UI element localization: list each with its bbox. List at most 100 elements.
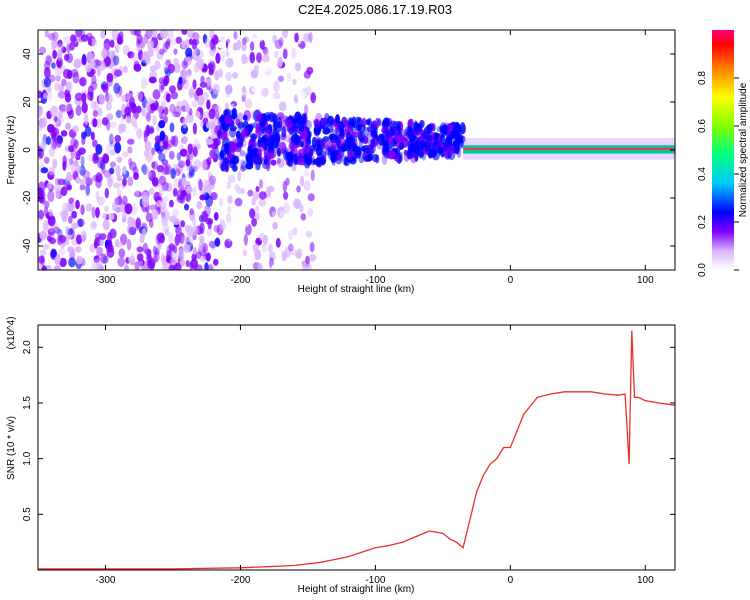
spectrogram-cell — [148, 187, 155, 195]
spectrogram-cell — [331, 149, 339, 156]
spectrogram-cell — [281, 250, 287, 262]
spectrogram-cell — [294, 111, 302, 123]
spectrogram-cell — [160, 253, 166, 263]
spectrogram-cell — [243, 128, 249, 139]
spectrogram-cell — [44, 30, 49, 38]
spectrogram-cell — [292, 227, 298, 236]
spectrogram-cell — [212, 36, 218, 46]
spectrogram-cell — [432, 143, 437, 151]
spectrogram-cell — [258, 232, 265, 242]
spectrogram-cell — [218, 68, 223, 78]
spectrogram-cell — [73, 60, 81, 69]
spectrogram-cell — [80, 230, 87, 242]
spectrogram-cell — [78, 218, 83, 228]
spectrogram-cell — [48, 225, 56, 233]
colorbar-tick-label: 0.4 — [697, 167, 708, 181]
spectrogram-cell — [381, 148, 387, 156]
spectrogram-cell — [310, 92, 316, 104]
spectrogram-cell — [127, 146, 133, 154]
spectrogram-cell — [159, 30, 168, 39]
colorbar-tick-label: 0.2 — [697, 215, 708, 229]
spectrogram-cell — [117, 123, 124, 134]
spectrogram-cell — [440, 151, 445, 158]
spectrogram-cell — [42, 92, 48, 100]
spectrogram-cell — [454, 144, 460, 155]
spectrogram-cell — [188, 86, 195, 96]
spectrogram-cell — [135, 217, 142, 229]
spectrogram-cell — [80, 30, 86, 38]
spectrogram-cell — [247, 145, 252, 153]
spectrogram-cell — [178, 76, 183, 85]
colorbar-label: Normalized spectral amplitude — [738, 82, 749, 217]
spectrogram-cell — [177, 160, 186, 168]
spectrogram-cell — [111, 30, 119, 40]
spectrogram-cell — [71, 143, 77, 153]
spectrogram-cell — [62, 209, 69, 219]
spectrogram-cell — [57, 49, 63, 59]
spectrogram-y-tick-label: 40 — [22, 48, 33, 60]
spectrogram-cell — [189, 208, 195, 216]
spectrogram-cell — [142, 242, 149, 253]
spectrogram-cell — [52, 59, 58, 72]
spectrogram-cell — [182, 117, 188, 129]
spectrogram-cell — [162, 205, 168, 215]
spectrogram-cell — [165, 93, 171, 103]
spectrogram-x-tick-label: 0 — [508, 275, 514, 286]
spectrogram-cell — [90, 100, 97, 110]
spectrogram-cell — [364, 147, 372, 154]
spectrogram-cell — [251, 86, 259, 94]
spectrogram-cell — [174, 105, 182, 118]
spectrogram-cell — [168, 264, 176, 270]
spectrogram-cell — [106, 143, 112, 155]
spectrogram-cell — [257, 78, 266, 90]
spectrogram-cell — [150, 102, 159, 111]
colorbar: 0.0 0.2 0.4 0.6 0.8 Normalized spectral ampl… — [697, 30, 749, 277]
spectrogram-cell — [188, 235, 194, 247]
spectrogram-cell — [272, 113, 277, 126]
spectrogram-cell — [429, 142, 435, 150]
spectrogram-cell — [202, 34, 208, 44]
spectrogram-cell — [114, 142, 122, 154]
spectrogram-cell — [209, 149, 215, 159]
spectrogram-cell — [85, 177, 93, 186]
spectrogram-cell — [39, 230, 48, 240]
spectrogram-cell — [185, 47, 193, 58]
spectrogram-cell — [240, 160, 248, 171]
spectrogram-cell — [275, 90, 283, 100]
spectrogram-cell — [42, 264, 47, 270]
spectrogram-cell — [52, 49, 58, 59]
spectrogram-cell — [152, 115, 157, 126]
spectrogram-cell — [181, 40, 187, 49]
spectrogram-cell — [237, 122, 245, 131]
spectrogram-cell — [427, 149, 435, 158]
spectrogram-cell — [50, 249, 57, 258]
spectrogram-cell — [141, 51, 149, 64]
spectrogram-cell — [109, 121, 118, 128]
spectrogram-cell — [38, 181, 46, 194]
spectrogram-cell — [192, 247, 197, 255]
snr-y-tick-label: 0.5 — [22, 507, 33, 521]
spectrogram-cell — [162, 224, 170, 233]
spectrogram-cell — [198, 241, 204, 251]
spectrogram-cell — [102, 83, 109, 93]
spectrogram-cell — [239, 165, 246, 172]
spectrogram-cell — [61, 46, 67, 54]
spectrogram-cell — [208, 171, 213, 181]
spectrogram-cell — [109, 228, 117, 239]
spectrogram-cell — [166, 249, 172, 261]
spectrogram-cell — [255, 205, 260, 213]
spectrogram-cell — [95, 118, 102, 129]
spectrogram-cell — [220, 131, 228, 141]
spectrogram-cell — [335, 136, 340, 147]
spectrogram-cell — [286, 72, 292, 82]
spectrogram-cell — [247, 189, 254, 197]
spectrogram-cell — [220, 50, 226, 62]
spectrogram-cell — [209, 192, 217, 200]
spectrogram-cell — [151, 30, 158, 38]
spectrogram-cell — [258, 191, 267, 200]
spectrogram-cell — [64, 181, 72, 189]
spectrogram-cell — [52, 31, 59, 41]
spectrogram-cell — [122, 177, 127, 187]
spectrogram-cell — [213, 224, 220, 233]
